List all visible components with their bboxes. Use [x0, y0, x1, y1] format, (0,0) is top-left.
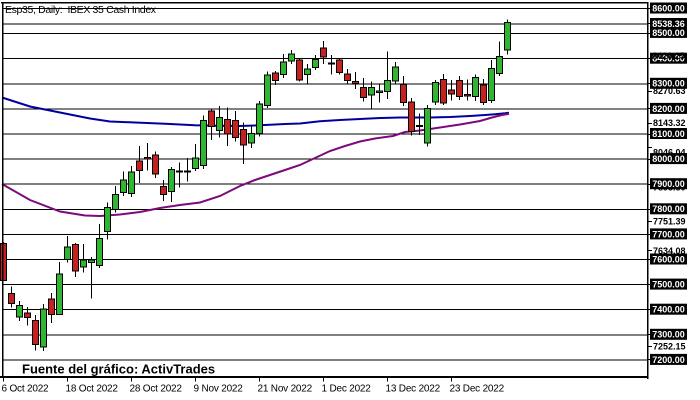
svg-text:7400.00: 7400.00 — [652, 305, 685, 315]
svg-text:8400.00: 8400.00 — [652, 54, 685, 64]
svg-text:7751.39: 7751.39 — [653, 216, 686, 226]
svg-text:18 Oct 2022: 18 Oct 2022 — [66, 384, 119, 395]
svg-text:6 Oct 2022: 6 Oct 2022 — [2, 384, 50, 395]
svg-text:8500.00: 8500.00 — [652, 28, 685, 38]
svg-text:21 Nov 2022: 21 Nov 2022 — [258, 384, 313, 395]
svg-text:8200.00: 8200.00 — [652, 104, 685, 114]
svg-text:8100.00: 8100.00 — [652, 129, 685, 139]
svg-text:8000.00: 8000.00 — [652, 154, 685, 164]
svg-text:Esp35, Daily: IBEX 35 Cash In: Esp35, Daily: IBEX 35 Cash Index — [5, 4, 157, 16]
svg-text:13 Dec 2022: 13 Dec 2022 — [386, 384, 441, 395]
svg-text:8538.36: 8538.36 — [652, 19, 685, 29]
svg-text:28 Oct 2022: 28 Oct 2022 — [130, 384, 183, 395]
svg-text:7200.00: 7200.00 — [652, 355, 685, 365]
svg-text:8143.32: 8143.32 — [653, 118, 686, 128]
svg-text:7634.08: 7634.08 — [653, 246, 686, 256]
svg-text:Fuente del gráfico: ActivTrade: Fuente del gráfico: ActivTrades — [22, 362, 215, 377]
svg-text:8426.25: 8426.25 — [652, 51, 685, 61]
svg-text:7300.00: 7300.00 — [652, 330, 685, 340]
svg-text:8600.00: 8600.00 — [652, 3, 685, 13]
svg-text:23 Dec 2022: 23 Dec 2022 — [450, 384, 505, 395]
svg-text:8270.63: 8270.63 — [653, 86, 686, 96]
svg-text:7252.15: 7252.15 — [653, 342, 686, 352]
svg-text:7800.00: 7800.00 — [652, 204, 685, 214]
svg-text:7600.00: 7600.00 — [652, 254, 685, 264]
svg-text:7900.00: 7900.00 — [652, 179, 685, 189]
svg-text:1 Dec 2022: 1 Dec 2022 — [322, 384, 372, 395]
svg-text:8046.04: 8046.04 — [653, 147, 686, 157]
svg-text:9 Nov 2022: 9 Nov 2022 — [194, 384, 244, 395]
svg-text:7500.00: 7500.00 — [652, 280, 685, 290]
svg-text:8300.00: 8300.00 — [652, 79, 685, 89]
svg-text:7700.00: 7700.00 — [652, 229, 685, 239]
